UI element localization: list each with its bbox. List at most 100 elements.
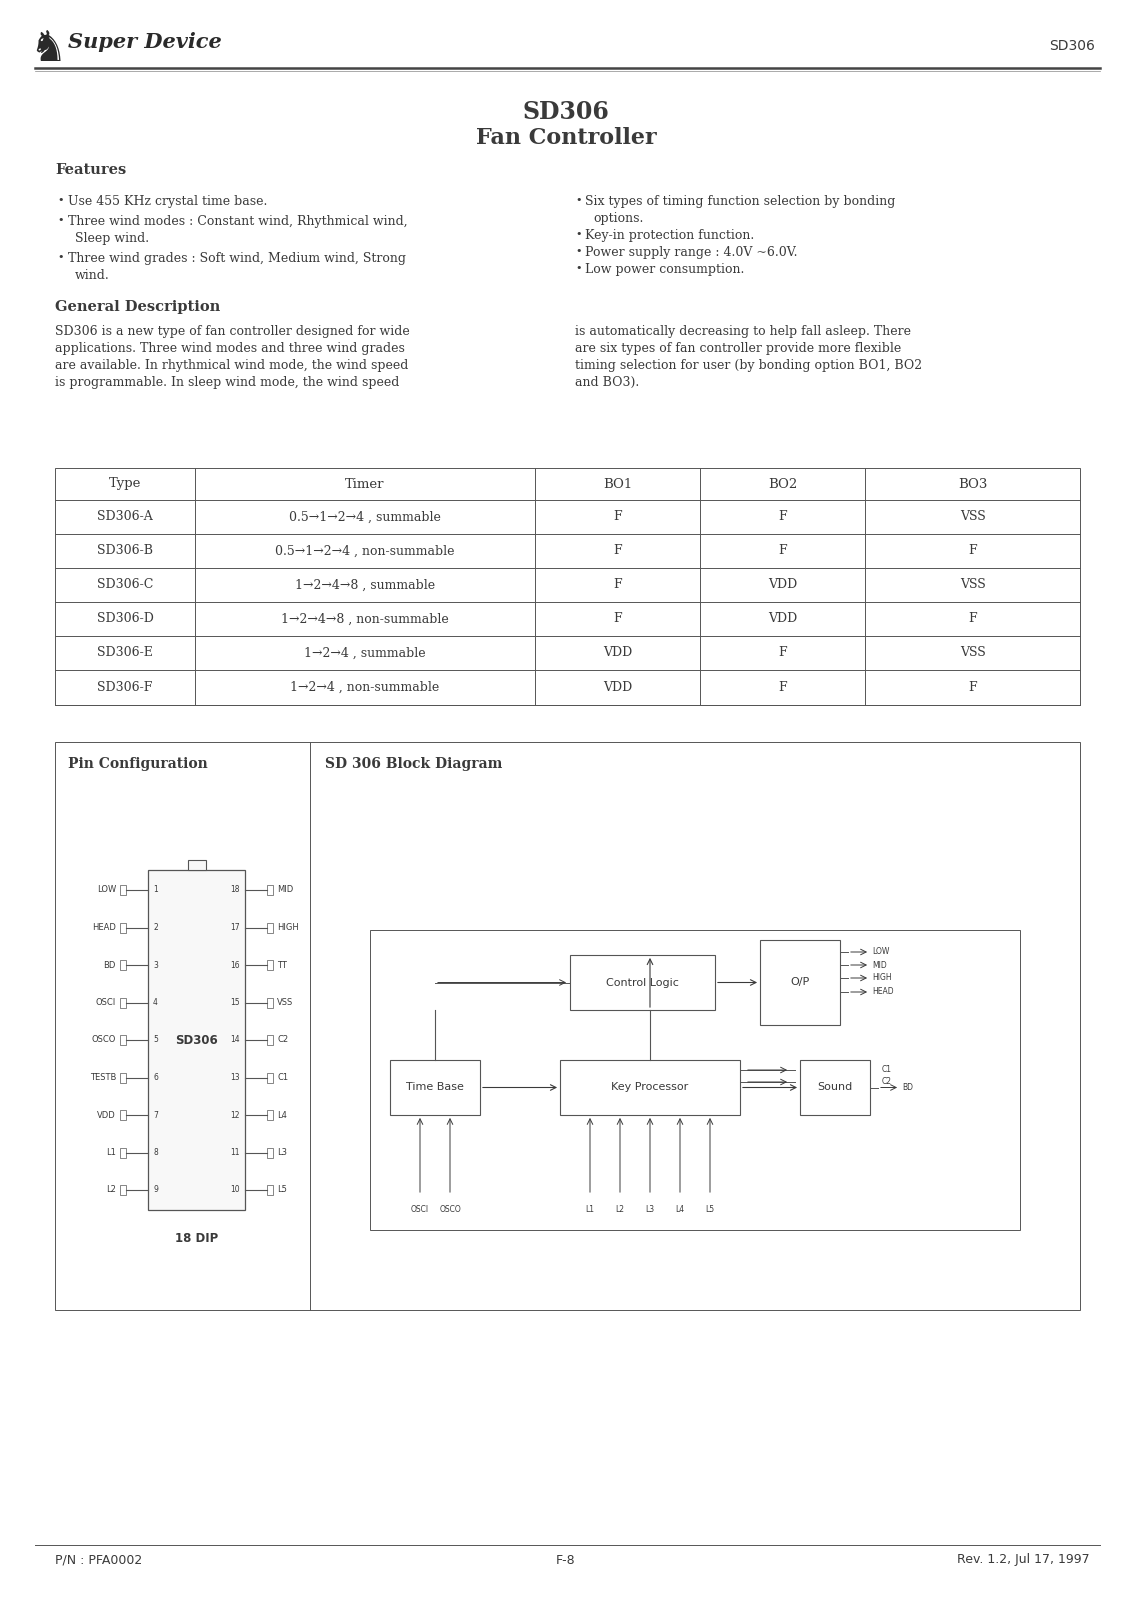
Text: •: • <box>575 195 582 205</box>
Text: 10: 10 <box>231 1186 240 1195</box>
Text: BO1: BO1 <box>603 477 632 491</box>
Text: Pin Configuration: Pin Configuration <box>68 757 208 771</box>
Text: SD306-A: SD306-A <box>97 510 153 523</box>
Bar <box>120 1035 126 1045</box>
Text: F: F <box>614 544 621 557</box>
Text: Use 455 KHz crystal time base.: Use 455 KHz crystal time base. <box>68 195 267 208</box>
Text: is programmable. In sleep wind mode, the wind speed: is programmable. In sleep wind mode, the… <box>55 376 400 389</box>
Text: OSCO: OSCO <box>92 1035 115 1045</box>
Bar <box>267 885 273 894</box>
Text: Time Base: Time Base <box>406 1083 464 1093</box>
Text: SD306: SD306 <box>523 99 609 125</box>
Text: L2: L2 <box>106 1186 115 1195</box>
Text: SD306-C: SD306-C <box>97 579 153 592</box>
Text: VSS: VSS <box>960 510 985 523</box>
Text: timing selection for user (by bonding option BO1, BO2: timing selection for user (by bonding op… <box>575 358 923 371</box>
Text: L5: L5 <box>705 1205 714 1214</box>
Text: ♞: ♞ <box>29 27 67 70</box>
Text: BO3: BO3 <box>958 477 987 491</box>
Text: OSCO: OSCO <box>439 1205 461 1214</box>
Bar <box>560 1059 740 1115</box>
Text: 14: 14 <box>231 1035 240 1045</box>
Text: 7: 7 <box>153 1110 157 1120</box>
Text: F: F <box>778 646 787 659</box>
Text: Super Device: Super Device <box>68 32 222 51</box>
Bar <box>267 923 273 933</box>
Text: F: F <box>968 544 977 557</box>
Text: Type: Type <box>109 477 142 491</box>
Text: •: • <box>575 246 582 256</box>
Text: 18 DIP: 18 DIP <box>174 1232 218 1245</box>
Text: SD306-B: SD306-B <box>97 544 153 557</box>
Text: 9: 9 <box>153 1186 157 1195</box>
Text: 17: 17 <box>231 923 240 931</box>
Text: VDD: VDD <box>97 1110 115 1120</box>
Text: BO2: BO2 <box>767 477 797 491</box>
Text: and BO3).: and BO3). <box>575 376 640 389</box>
Text: 4: 4 <box>153 998 157 1006</box>
Text: LOW: LOW <box>96 885 115 894</box>
Text: HIGH: HIGH <box>277 923 299 931</box>
Bar <box>800 1059 871 1115</box>
Text: Sound: Sound <box>817 1083 852 1093</box>
Text: L4: L4 <box>676 1205 685 1214</box>
Text: options.: options. <box>593 211 643 226</box>
Text: 16: 16 <box>231 960 240 970</box>
Text: F: F <box>968 682 977 694</box>
Text: Features: Features <box>55 163 127 178</box>
Text: are six types of fan controller provide more flexible: are six types of fan controller provide … <box>575 342 901 355</box>
Text: SD 306 Block Diagram: SD 306 Block Diagram <box>325 757 503 771</box>
Text: LOW: LOW <box>872 947 890 957</box>
Text: Key-in protection function.: Key-in protection function. <box>585 229 754 242</box>
Text: L1: L1 <box>585 1205 594 1214</box>
Text: F: F <box>614 510 621 523</box>
Bar <box>267 960 273 970</box>
Text: 15: 15 <box>231 998 240 1006</box>
Text: VSS: VSS <box>960 646 985 659</box>
Text: •: • <box>57 214 63 226</box>
Bar <box>120 885 126 894</box>
Text: 1→2→4 , summable: 1→2→4 , summable <box>305 646 426 659</box>
Text: F: F <box>968 613 977 626</box>
Bar <box>571 955 715 1010</box>
Text: F-8: F-8 <box>556 1554 576 1566</box>
Text: •: • <box>57 195 63 205</box>
Text: Rev. 1.2, Jul 17, 1997: Rev. 1.2, Jul 17, 1997 <box>958 1554 1090 1566</box>
Text: HEAD: HEAD <box>92 923 115 931</box>
Text: VDD: VDD <box>767 613 797 626</box>
Text: P/N : PFA0002: P/N : PFA0002 <box>55 1554 143 1566</box>
Text: 1→2→4 , non-summable: 1→2→4 , non-summable <box>291 682 439 694</box>
Text: are available. In rhythmical wind mode, the wind speed: are available. In rhythmical wind mode, … <box>55 358 409 371</box>
Text: 0.5→1→2→4 , summable: 0.5→1→2→4 , summable <box>289 510 441 523</box>
Text: 8: 8 <box>153 1149 157 1157</box>
Text: 6: 6 <box>153 1074 157 1082</box>
Text: F: F <box>614 579 621 592</box>
Text: L4: L4 <box>277 1110 286 1120</box>
Text: SD306 is a new type of fan controller designed for wide: SD306 is a new type of fan controller de… <box>55 325 410 338</box>
Text: C2: C2 <box>882 1077 892 1086</box>
Text: General Description: General Description <box>55 301 221 314</box>
Text: SD306: SD306 <box>1049 38 1095 53</box>
Bar <box>370 930 1020 1230</box>
Text: 0.5→1→2→4 , non-summable: 0.5→1→2→4 , non-summable <box>275 544 455 557</box>
Text: C1: C1 <box>277 1074 289 1082</box>
Text: L3: L3 <box>645 1205 654 1214</box>
Text: VDD: VDD <box>603 682 632 694</box>
Text: F: F <box>778 510 787 523</box>
Text: Key Processor: Key Processor <box>611 1083 688 1093</box>
Text: C1: C1 <box>882 1066 892 1075</box>
Bar <box>120 997 126 1008</box>
Text: MID: MID <box>277 885 293 894</box>
Bar <box>120 923 126 933</box>
Bar <box>120 1072 126 1083</box>
Text: 1→2→4→8 , summable: 1→2→4→8 , summable <box>295 579 435 592</box>
Text: O/P: O/P <box>790 978 809 987</box>
Text: SD306-F: SD306-F <box>97 682 153 694</box>
Bar <box>120 1147 126 1157</box>
Text: Low power consumption.: Low power consumption. <box>585 262 745 275</box>
Text: 12: 12 <box>231 1110 240 1120</box>
Bar <box>55 742 1080 1310</box>
Text: OSCI: OSCI <box>411 1205 429 1214</box>
Bar <box>120 960 126 970</box>
Text: Three wind grades : Soft wind, Medium wind, Strong: Three wind grades : Soft wind, Medium wi… <box>68 251 406 266</box>
